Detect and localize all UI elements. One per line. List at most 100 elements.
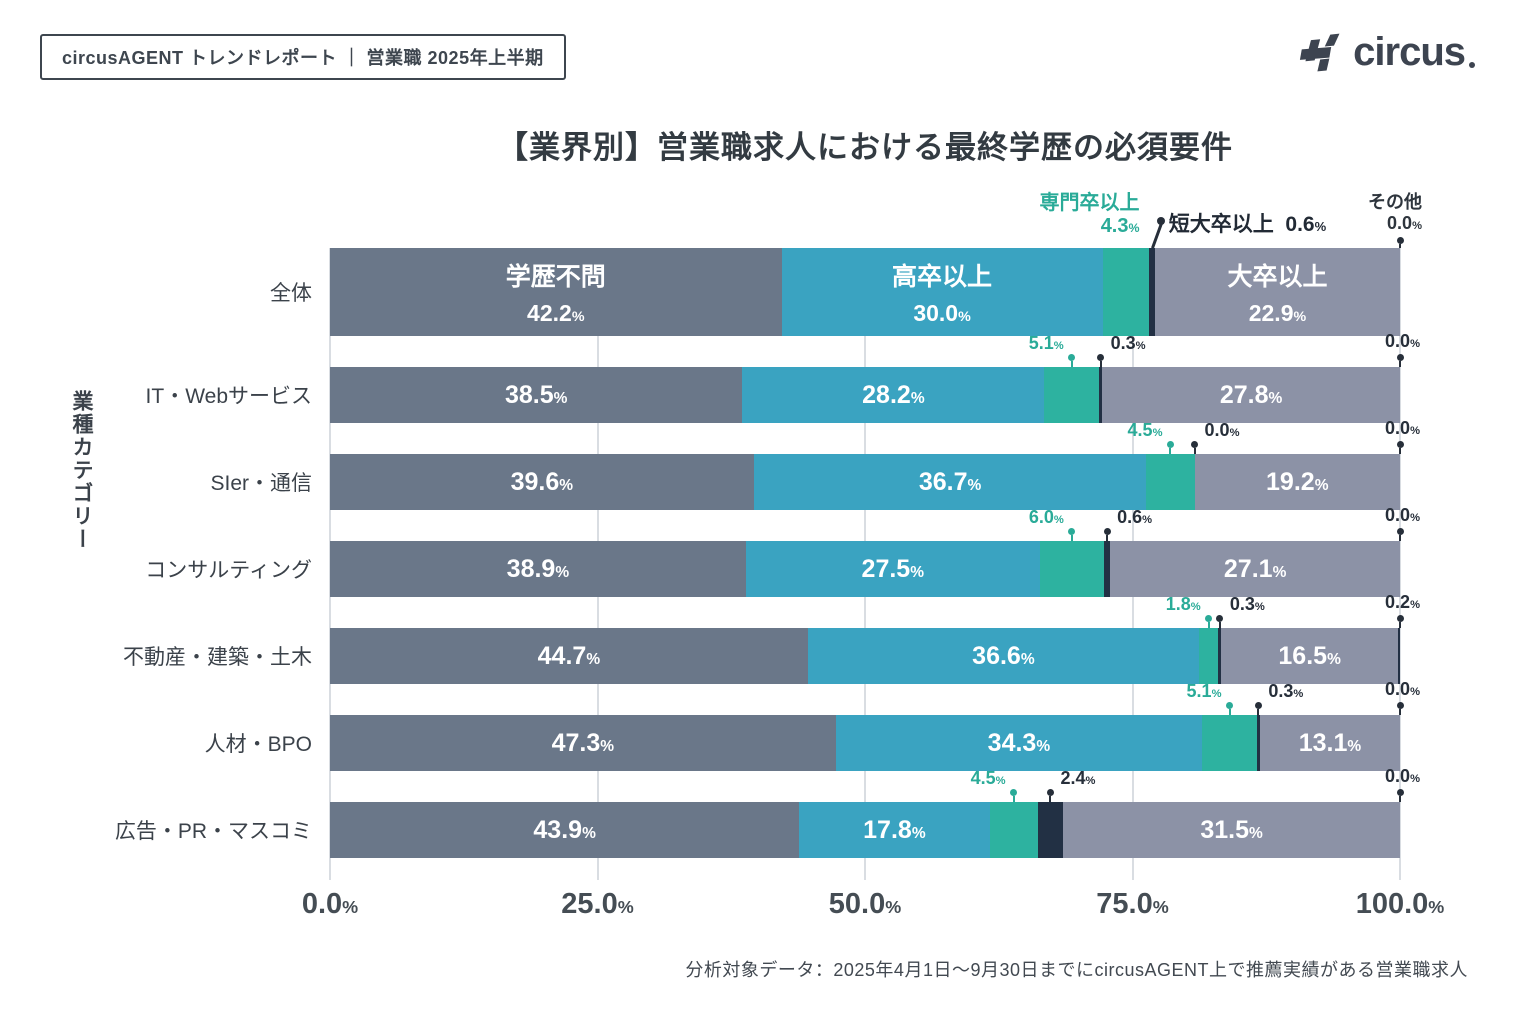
junior-college-stem: [1257, 709, 1260, 715]
x-tick-label: 50.0%: [828, 888, 902, 920]
segment-value: 22.9%: [1248, 300, 1307, 326]
logo-dot: [1469, 62, 1475, 68]
bar-rows: 全体 専門卒以上 4.3% 短大卒以上 0.6% その他 0.0% 学歴不問 42.2% 高卒以…: [115, 190, 1422, 858]
segment-high-school: 36.7%: [753, 454, 1147, 510]
segment-junior-college: [1099, 367, 1103, 423]
logo-wordmark: circus: [1353, 30, 1466, 74]
chart-row: 広告・PR・マスコミ 4.5% 2.4% 0.0% 43.9% 17.8% 31.5%: [115, 766, 1420, 858]
segment-value: 38.9%: [506, 554, 570, 583]
junior-college-dot: [1103, 528, 1111, 535]
segment-vocational: [1202, 715, 1257, 771]
category-label: 広告・PR・マスコミ: [114, 820, 312, 843]
segment-vocational: [1199, 628, 1219, 684]
annotation-zone: 4.5% 2.4% 0.0%: [330, 766, 1420, 802]
vocational-value: 5.1%: [1186, 681, 1222, 701]
other-stem: [1399, 244, 1401, 248]
other-stem: [1399, 622, 1401, 628]
vocational-dot: [1068, 354, 1076, 361]
circus-logo: circus: [1299, 30, 1476, 75]
segment-high-school: 34.3%: [835, 715, 1203, 771]
vocational-stem: [1070, 361, 1073, 367]
x-tick-label: 0.0%: [301, 888, 359, 920]
other-dot: [1396, 528, 1404, 535]
junior-college-name: 短大卒以上: [1168, 213, 1274, 236]
other-value: 0.0%: [1385, 331, 1420, 351]
other-value: 0.2%: [1385, 592, 1420, 612]
vocational-stem: [1228, 709, 1231, 715]
vocational-value: 4.3%: [1100, 215, 1140, 237]
segment-junior-college: [1256, 715, 1260, 771]
annotation-zone: 6.0% 0.6% 0.0%: [330, 505, 1420, 541]
junior-college-dot: [1254, 702, 1262, 709]
segment-value: 39.6%: [510, 467, 574, 496]
other-value: 0.0%: [1385, 679, 1420, 699]
segment-university: 27.8%: [1102, 367, 1400, 423]
stacked-bar: 38.9% 27.5% 27.1%: [330, 541, 1400, 597]
other-dot: [1396, 441, 1404, 448]
annotation-zone: 5.1% 0.3% 0.0%: [330, 679, 1420, 715]
junior-college-dot: [1097, 354, 1105, 361]
segment-value: 17.8%: [863, 815, 926, 844]
category-label: コンサルティング: [145, 559, 312, 582]
vocational-stem: [1169, 448, 1172, 454]
x-tick-label: 25.0%: [561, 888, 634, 920]
segment-name: 学歴不問: [505, 263, 606, 291]
segment-junior-college: [1103, 541, 1111, 597]
annotation-zone: 4.5% 0.0% 0.0%: [330, 418, 1420, 454]
stacked-bar: 43.9% 17.8% 31.5%: [330, 802, 1400, 858]
gridline: [1399, 248, 1401, 880]
segment-high-school: 27.5%: [745, 541, 1040, 597]
segment-value: 36.7%: [918, 467, 982, 496]
segment-vocational: [1044, 367, 1099, 423]
category-label: 不動産・建築・土木: [123, 646, 312, 669]
vocational-dot: [1226, 702, 1233, 709]
junior-college-dot: [1191, 441, 1199, 448]
segment-university: 19.2%: [1194, 454, 1400, 510]
annotation-zone: 1.8% 0.3% 0.2%: [330, 592, 1420, 628]
segment-value: 27.1%: [1223, 554, 1287, 583]
other-label: その他 0.0%: [1368, 192, 1422, 233]
junior-college-value: 0.0%: [1204, 420, 1240, 440]
junior-college-value: 0.6%: [1117, 507, 1153, 527]
vocational-dot: [1205, 615, 1213, 622]
segment-vocational: [1146, 454, 1195, 510]
segment-no-requirement: 38.5%: [330, 367, 743, 423]
category-label: 全体: [270, 282, 312, 305]
junior-college-value: 0.3%: [1110, 333, 1146, 353]
segment-junior-college: [1218, 628, 1222, 684]
segment-high-school: 36.6%: [807, 628, 1200, 684]
chart-row: 不動産・建築・土木 1.8% 0.3% 0.2% 44.7% 36.6% 16.5%: [123, 592, 1420, 684]
vocational-value: 4.5%: [1127, 420, 1163, 440]
other-name: その他: [1368, 192, 1422, 212]
segment-value: 27.8%: [1219, 380, 1283, 409]
vocational-value: 5.1%: [1028, 333, 1064, 353]
vocational-stem: [1012, 796, 1015, 802]
junior-college-stem: [1049, 796, 1052, 802]
junior-college-stem: [1218, 622, 1221, 628]
junior-college-stem: [1106, 535, 1109, 541]
segment-high-school: 28.2%: [742, 367, 1045, 423]
segment-name: 大卒以上: [1227, 263, 1328, 291]
stacked-bar: 学歴不問 42.2% 高卒以上 30.0% 大卒以上 22.9%: [330, 248, 1400, 336]
segment-value: 31.5%: [1200, 815, 1263, 844]
other-stem: [1399, 361, 1401, 367]
vocational-value: 1.8%: [1165, 594, 1201, 614]
segment-vocational: [1102, 248, 1149, 336]
annotation-zone: 専門卒以上 4.3% 短大卒以上 0.6% その他 0.0%: [330, 190, 1422, 249]
other-value: 0.0%: [1387, 212, 1422, 233]
junior-college-label: 短大卒以上 0.6%: [1169, 208, 1326, 238]
other-stem: [1399, 709, 1401, 715]
stacked-bar: 44.7% 36.6% 16.5%: [330, 628, 1400, 684]
segment-university: 13.1%: [1259, 715, 1400, 771]
segment-no-requirement: 39.6%: [330, 454, 754, 510]
junior-college-value: 0.3%: [1268, 681, 1304, 701]
segment-junior-college: [1148, 248, 1155, 336]
other-value: 0.0%: [1385, 505, 1420, 525]
segment-high-school: 17.8%: [799, 802, 990, 858]
junior-college-connector: [1150, 223, 1163, 249]
chart-row: 人材・BPO 5.1% 0.3% 0.0% 47.3% 34.3% 13.1%: [205, 679, 1420, 771]
other-stem: [1399, 796, 1401, 802]
vocational-stem: [1070, 535, 1073, 541]
vocational-stem: [1207, 622, 1210, 628]
stacked-bar: 38.5% 28.2% 27.8%: [330, 367, 1400, 423]
